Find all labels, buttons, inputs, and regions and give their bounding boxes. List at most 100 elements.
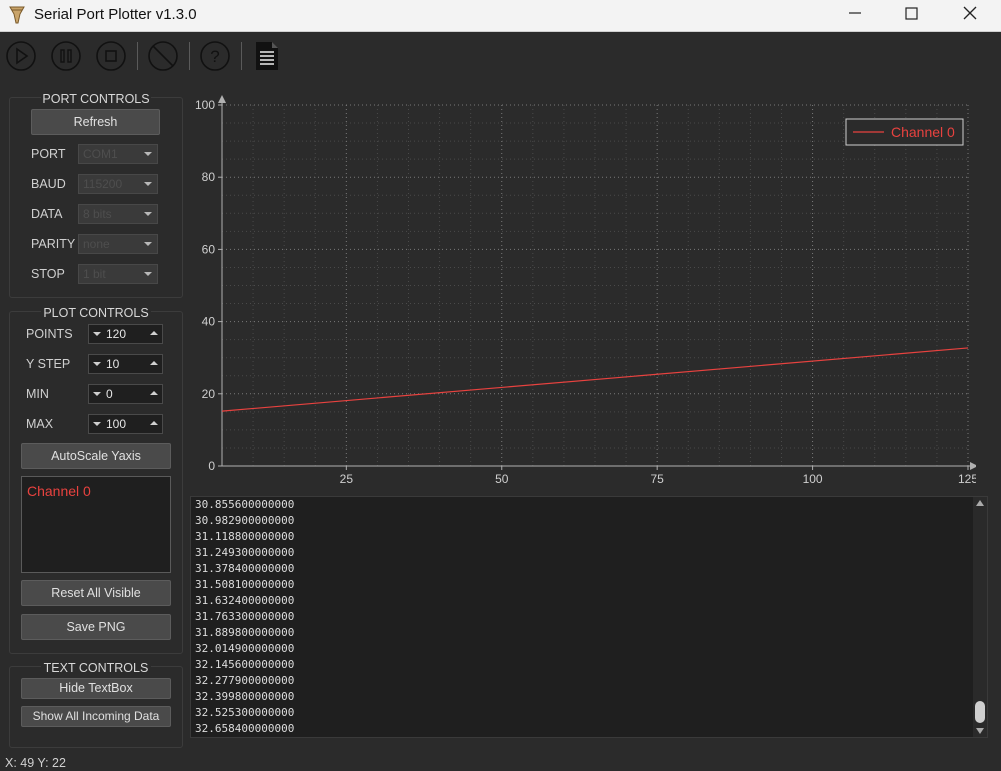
text-controls-group: TEXT CONTROLS bbox=[9, 661, 183, 748]
close-button[interactable] bbox=[942, 0, 1000, 31]
data-line: 31.378400000000 bbox=[195, 562, 295, 575]
plot-controls-title: PLOT CONTROLS bbox=[41, 306, 151, 320]
chevron-down-icon bbox=[144, 152, 152, 156]
refresh-button[interactable]: Refresh bbox=[31, 109, 160, 135]
max-spinbox[interactable]: 100 bbox=[88, 414, 163, 434]
ystep-value: 10 bbox=[106, 357, 120, 371]
data-bits-value: 8 bits bbox=[83, 207, 112, 221]
ystep-spinbox[interactable]: 10 bbox=[88, 354, 163, 374]
x-tick-label: 25 bbox=[340, 472, 354, 486]
spin-up-icon[interactable] bbox=[150, 391, 158, 395]
ystep-label: Y STEP bbox=[26, 357, 71, 371]
svg-text:?: ? bbox=[210, 47, 219, 66]
x-tick-label: 125 bbox=[958, 472, 976, 486]
stop-bits-combo[interactable]: 1 bit bbox=[78, 264, 158, 284]
reset-visible-button[interactable]: Reset All Visible bbox=[21, 580, 171, 606]
toolbar: ? bbox=[0, 32, 1001, 80]
min-spinbox[interactable]: 0 bbox=[88, 384, 163, 404]
status-coordinates: X: 49 Y: 22 bbox=[5, 756, 66, 770]
pause-icon[interactable] bbox=[50, 40, 82, 72]
x-tick-label: 100 bbox=[803, 472, 823, 486]
data-line: 30.982900000000 bbox=[195, 514, 295, 527]
spin-down-icon[interactable] bbox=[93, 422, 101, 426]
title-bar: Serial Port Plotter v1.3.0 bbox=[0, 0, 1001, 32]
maximize-button[interactable] bbox=[884, 0, 942, 31]
x-axis-arrow bbox=[970, 462, 976, 470]
play-icon[interactable] bbox=[5, 40, 37, 72]
port-controls-title: PORT CONTROLS bbox=[41, 92, 151, 106]
app-logo-icon bbox=[8, 5, 26, 30]
y-tick-label: 100 bbox=[195, 98, 215, 112]
autoscale-button[interactable]: AutoScale Yaxis bbox=[21, 443, 171, 469]
spin-down-icon[interactable] bbox=[93, 362, 101, 366]
scroll-up-icon[interactable] bbox=[976, 500, 984, 506]
data-line: 31.118800000000 bbox=[195, 530, 295, 543]
data-line: 30.855600000000 bbox=[195, 498, 295, 511]
minimize-button[interactable] bbox=[826, 0, 884, 31]
spin-up-icon[interactable] bbox=[150, 421, 158, 425]
parity-combo[interactable]: none bbox=[78, 234, 158, 254]
spin-up-icon[interactable] bbox=[150, 361, 158, 365]
data-line: 31.249300000000 bbox=[195, 546, 295, 559]
y-axis-arrow bbox=[218, 95, 226, 103]
spin-down-icon[interactable] bbox=[93, 332, 101, 336]
vertical-scrollbar[interactable] bbox=[973, 497, 987, 737]
baud-label: BAUD bbox=[31, 177, 66, 191]
baud-combo[interactable]: 115200 bbox=[78, 174, 158, 194]
y-tick-label: 0 bbox=[208, 459, 215, 473]
stop-label: STOP bbox=[31, 267, 65, 281]
window-title: Serial Port Plotter v1.3.0 bbox=[34, 6, 197, 23]
stop-bits-value: 1 bit bbox=[83, 267, 106, 281]
y-tick-label: 60 bbox=[202, 242, 216, 256]
plot-area[interactable]: 0 20 40 60 80 100 25 50 75 100 125 Channel 0 bbox=[186, 92, 976, 492]
chevron-down-icon bbox=[144, 242, 152, 246]
spin-up-icon[interactable] bbox=[150, 331, 158, 335]
stop-icon[interactable] bbox=[95, 40, 127, 72]
points-value: 120 bbox=[106, 327, 127, 341]
parity-value: none bbox=[83, 237, 110, 251]
min-value: 0 bbox=[106, 387, 113, 401]
hide-textbox-button[interactable]: Hide TextBox bbox=[21, 678, 171, 699]
channel-list-item[interactable]: Channel 0 bbox=[27, 483, 91, 499]
text-controls-title: TEXT CONTROLS bbox=[41, 661, 151, 675]
scrollbar-thumb[interactable] bbox=[975, 701, 985, 723]
data-line: 32.145600000000 bbox=[195, 658, 295, 671]
channel-list[interactable]: Channel 0 bbox=[21, 476, 171, 573]
max-value: 100 bbox=[106, 417, 127, 431]
points-spinbox[interactable]: 120 bbox=[88, 324, 163, 344]
min-label: MIN bbox=[26, 387, 49, 401]
data-line: 32.014900000000 bbox=[195, 642, 295, 655]
data-label: DATA bbox=[31, 207, 63, 221]
series-line-channel-0 bbox=[221, 347, 969, 412]
incoming-data-textbox[interactable]: 30.855600000000 30.982900000000 31.1188000… bbox=[190, 496, 988, 738]
y-tick-label: 20 bbox=[202, 387, 216, 401]
legend-label: Channel 0 bbox=[891, 124, 955, 140]
data-lines: 30.855600000000 30.982900000000 31.1188000… bbox=[195, 497, 294, 737]
data-bits-combo[interactable]: 8 bits bbox=[78, 204, 158, 224]
save-png-button[interactable]: Save PNG bbox=[21, 614, 171, 640]
scroll-down-icon[interactable] bbox=[976, 728, 984, 734]
chevron-down-icon bbox=[144, 182, 152, 186]
data-line: 31.763300000000 bbox=[195, 610, 295, 623]
spin-down-icon[interactable] bbox=[93, 392, 101, 396]
chevron-down-icon bbox=[144, 272, 152, 276]
points-label: POINTS bbox=[26, 327, 73, 341]
x-tick-label: 75 bbox=[650, 472, 664, 486]
y-tick-label: 80 bbox=[202, 170, 216, 184]
chevron-down-icon bbox=[144, 212, 152, 216]
port-label: PORT bbox=[31, 147, 66, 161]
clear-icon[interactable] bbox=[147, 40, 179, 72]
max-label: MAX bbox=[26, 417, 54, 431]
data-line: 32.277900000000 bbox=[195, 674, 295, 687]
port-controls-group: PORT CONTROLS bbox=[9, 92, 183, 298]
data-line: 32.399800000000 bbox=[195, 690, 295, 703]
data-line: 32.658400000000 bbox=[195, 722, 295, 735]
show-incoming-data-button[interactable]: Show All Incoming Data bbox=[21, 706, 171, 727]
parity-label: PARITY bbox=[31, 237, 76, 251]
document-icon[interactable] bbox=[251, 40, 283, 72]
baud-value: 115200 bbox=[83, 177, 123, 191]
help-icon[interactable]: ? bbox=[199, 40, 231, 72]
port-combo[interactable]: COM1 bbox=[78, 144, 158, 164]
data-line: 31.632400000000 bbox=[195, 594, 295, 607]
data-line: 32.525300000000 bbox=[195, 706, 295, 719]
